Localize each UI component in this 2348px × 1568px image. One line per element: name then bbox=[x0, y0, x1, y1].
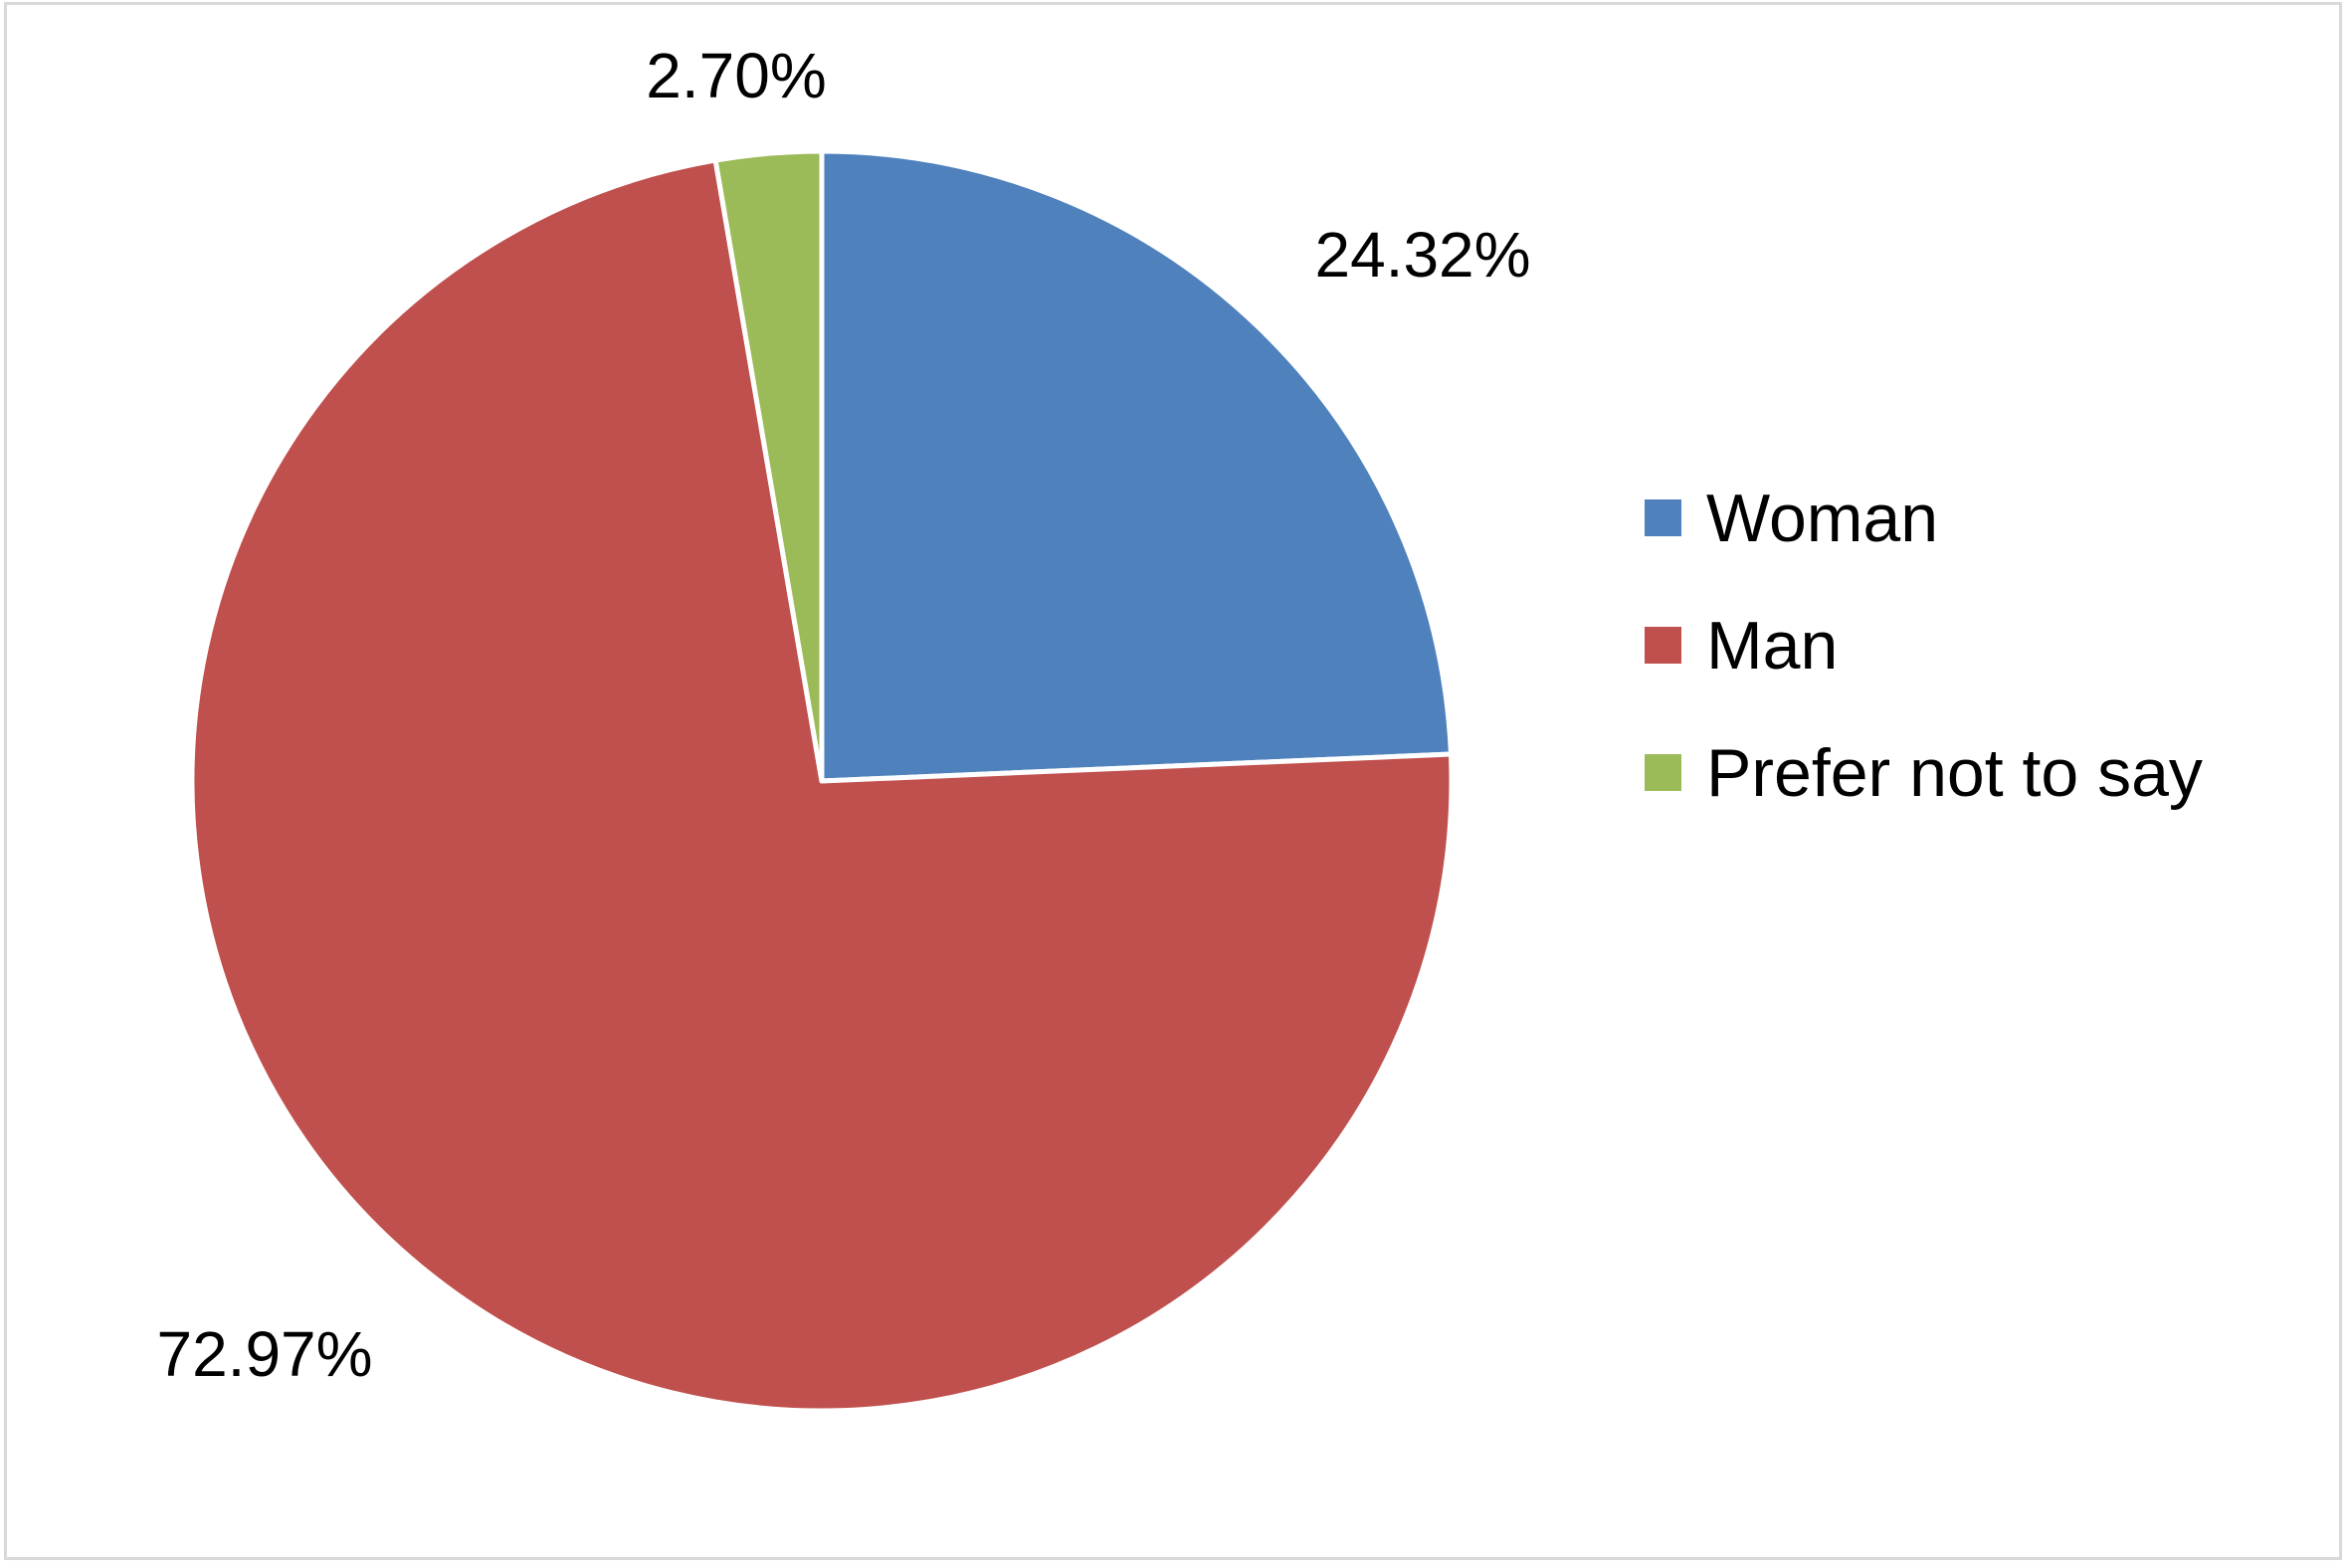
pie-slice-woman bbox=[819, 148, 1454, 784]
data-label-man: 72.97% bbox=[156, 1318, 372, 1390]
legend-item-woman: Woman bbox=[1645, 481, 1938, 556]
legend: Woman Man Prefer not to say bbox=[1645, 481, 2203, 811]
legend-label-woman: Woman bbox=[1706, 481, 1938, 556]
legend-swatch-woman bbox=[1645, 499, 1681, 536]
data-label-prefer-not-to-say: 2.70% bbox=[646, 40, 826, 111]
data-labels: 24.32% 72.97% 2.70% bbox=[156, 40, 1530, 1390]
pie-slices bbox=[189, 148, 1455, 1414]
pie-slice-prefer-not-to-say bbox=[712, 148, 825, 784]
legend-item-man: Man bbox=[1645, 608, 1838, 684]
legend-swatch-man bbox=[1645, 627, 1681, 664]
legend-swatch-prefer-not-to-say bbox=[1645, 754, 1681, 791]
legend-label-man: Man bbox=[1706, 608, 1838, 684]
legend-label-prefer-not-to-say: Prefer not to say bbox=[1706, 735, 2203, 811]
legend-item-prefer-not-to-say: Prefer not to say bbox=[1645, 735, 2203, 811]
data-label-woman: 24.32% bbox=[1314, 219, 1530, 291]
pie-slice-man bbox=[189, 157, 1455, 1414]
